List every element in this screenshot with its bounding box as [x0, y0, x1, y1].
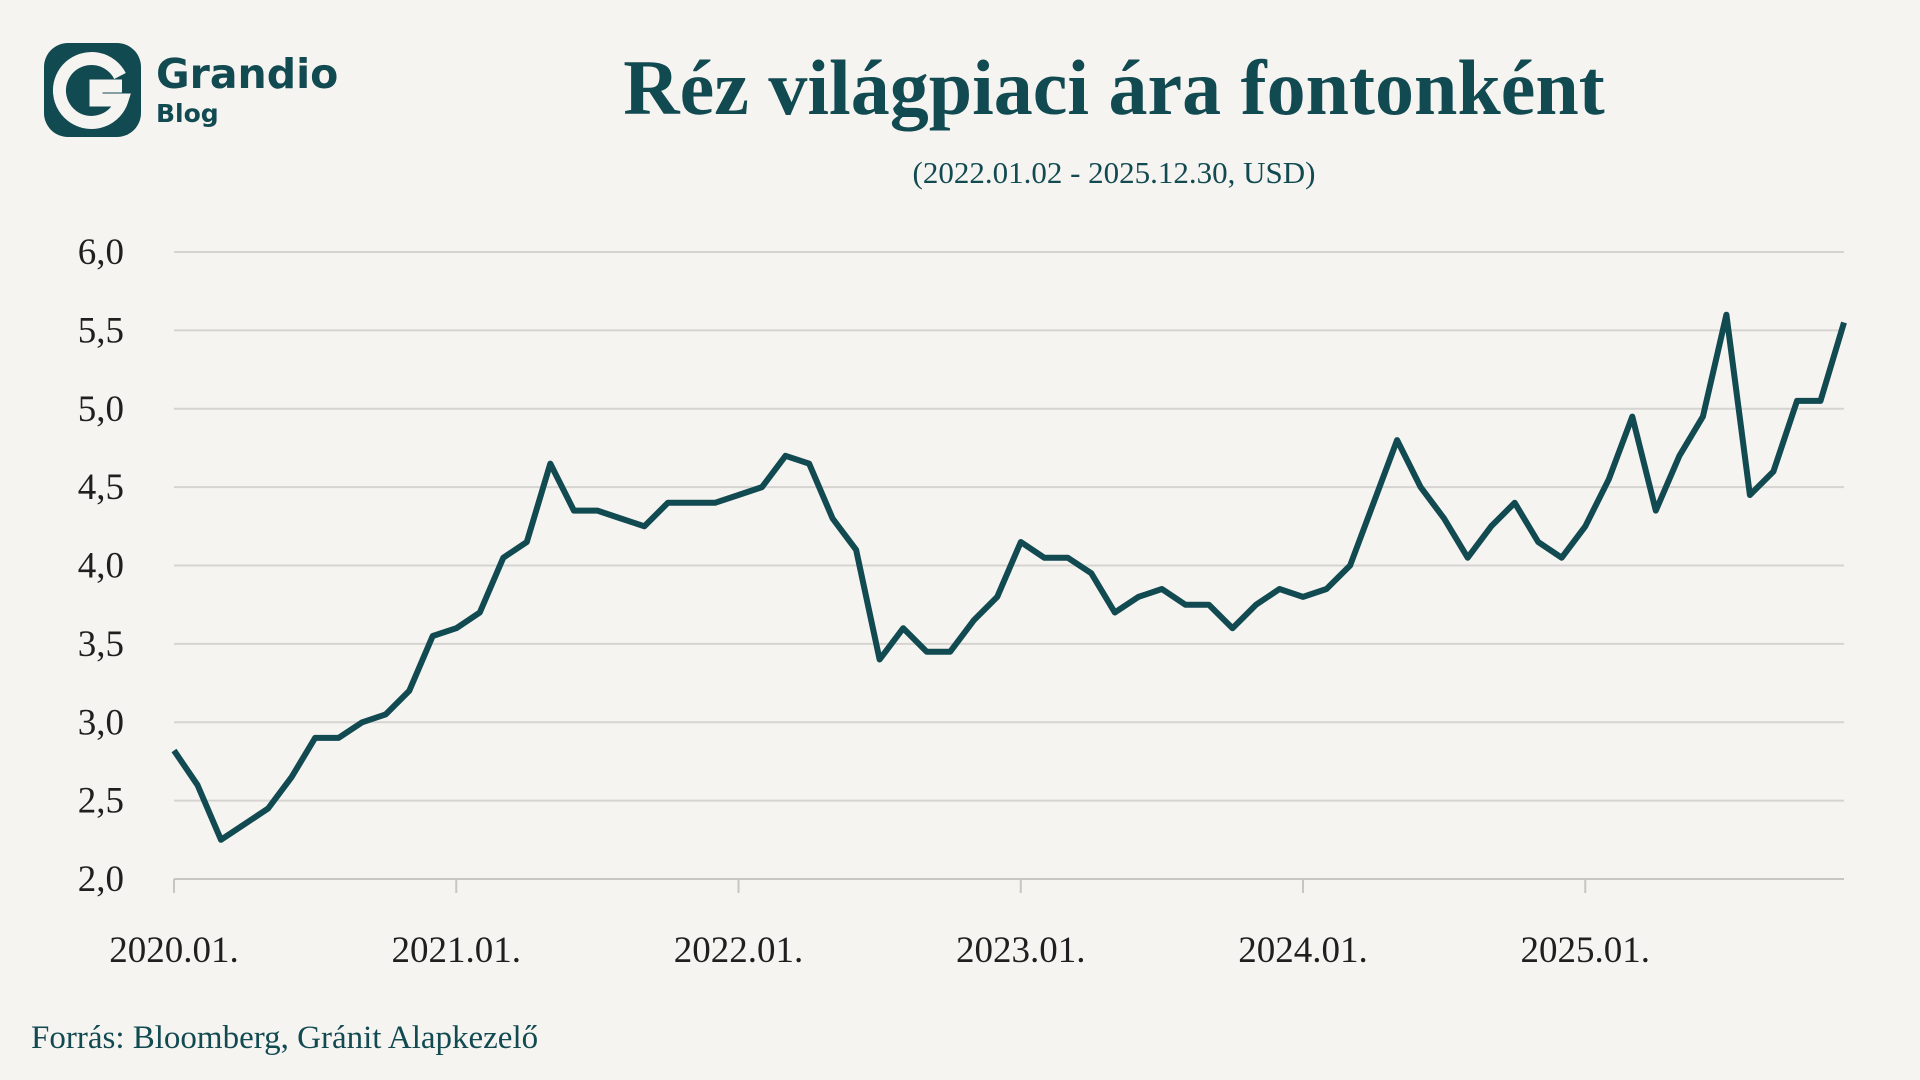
y-tick-label: 5,0 — [78, 389, 124, 430]
y-tick-label: 3,5 — [78, 624, 124, 665]
y-tick-label: 2,0 — [78, 859, 124, 900]
x-tick-label: 2020.01. — [109, 930, 239, 971]
x-tick-label: 2023.01. — [956, 930, 1086, 971]
source-note: Forrás: Bloomberg, Gránit Alapkezelő — [31, 1020, 538, 1056]
y-tick-label: 3,0 — [78, 702, 124, 743]
y-tick-label: 2,5 — [78, 781, 124, 822]
chart-subtitle: (2022.01.02 - 2025.12.30, USD) — [913, 155, 1316, 190]
logo-name: Grandio — [156, 50, 338, 98]
x-tick-label: 2024.01. — [1238, 930, 1368, 971]
chart-title: Réz világpiaci ára fontonként — [623, 44, 1604, 131]
y-tick-label: 6,0 — [78, 232, 124, 273]
price-line — [171, 311, 1847, 843]
x-tick-label: 2025.01. — [1521, 930, 1651, 971]
x-tick-label: 2021.01. — [392, 930, 522, 971]
y-tick-label: 5,5 — [78, 310, 124, 351]
y-tick-label: 4,5 — [78, 467, 124, 508]
y-tick-label: 4,0 — [78, 546, 124, 587]
x-tick-label: 2022.01. — [674, 930, 804, 971]
logo: Grandio Blog — [44, 43, 338, 137]
logo-tagline: Blog — [156, 99, 219, 128]
logo-glyph — [53, 52, 131, 129]
